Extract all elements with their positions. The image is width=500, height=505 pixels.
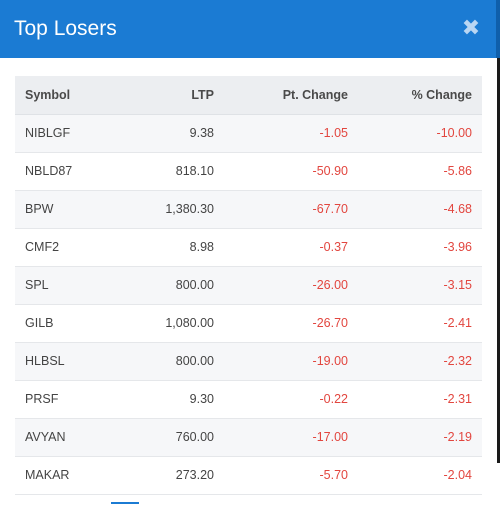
- cell-pct-change: -4.68: [358, 190, 482, 229]
- cell-ltp: 9.30: [119, 380, 224, 419]
- cell-pt-change: -5.70: [224, 456, 358, 495]
- cell-pct-change: -2.41: [358, 304, 482, 343]
- table-header-row: Symbol LTP Pt. Change % Change: [15, 76, 482, 115]
- cell-pt-change: -26.70: [224, 304, 358, 343]
- table-row[interactable]: BPW 1,380.30 -67.70 -4.68: [15, 190, 482, 229]
- column-header-symbol[interactable]: Symbol: [15, 76, 119, 115]
- table-row[interactable]: AVYAN 760.00 -17.00 -2.19: [15, 418, 482, 457]
- cell-symbol: NBLD87: [15, 152, 119, 191]
- cell-ltp: 818.10: [119, 152, 224, 191]
- table-row[interactable]: NIBLGF 9.38 -1.05 -10.00: [15, 114, 482, 153]
- table-row[interactable]: CMF2 8.98 -0.37 -3.96: [15, 228, 482, 267]
- cell-symbol: BPW: [15, 190, 119, 229]
- cell-symbol: HLBSL: [15, 342, 119, 381]
- cell-pct-change: -3.15: [358, 266, 482, 305]
- cell-ltp: 9.38: [119, 114, 224, 153]
- cell-pct-change: -5.86: [358, 152, 482, 191]
- cell-pt-change: -0.37: [224, 228, 358, 267]
- cell-symbol: AVYAN: [15, 418, 119, 457]
- cell-pct-change: -3.96: [358, 228, 482, 267]
- cell-ltp: 1,080.00: [119, 304, 224, 343]
- modal-header: Top Losers ✖: [0, 0, 500, 58]
- cell-pt-change: -17.00: [224, 418, 358, 457]
- table-row[interactable]: MAKAR 273.20 -5.70 -2.04: [15, 456, 482, 495]
- cell-ltp: 800.00: [119, 266, 224, 305]
- column-header-pct-change[interactable]: % Change: [358, 76, 482, 115]
- cell-pt-change: -26.00: [224, 266, 358, 305]
- cell-ltp: 1,380.30: [119, 190, 224, 229]
- column-header-pt-change[interactable]: Pt. Change: [224, 76, 358, 115]
- cell-pct-change: -2.31: [358, 380, 482, 419]
- modal-title: Top Losers: [14, 17, 117, 40]
- cell-symbol: MAKAR: [15, 456, 119, 495]
- cell-pct-change: -2.32: [358, 342, 482, 381]
- cell-ltp: 760.00: [119, 418, 224, 457]
- cell-pct-change: -2.19: [358, 418, 482, 457]
- close-icon[interactable]: ✖: [461, 16, 481, 41]
- cell-pt-change: -67.70: [224, 190, 358, 229]
- cell-symbol: SPL: [15, 266, 119, 305]
- table-row[interactable]: PRSF 9.30 -0.22 -2.31: [15, 380, 482, 419]
- cell-pt-change: -0.22: [224, 380, 358, 419]
- cell-ltp: 273.20: [119, 456, 224, 495]
- cell-symbol: CMF2: [15, 228, 119, 267]
- cell-pt-change: -19.00: [224, 342, 358, 381]
- table-row[interactable]: GILB 1,080.00 -26.70 -2.41: [15, 304, 482, 343]
- cell-ltp: 8.98: [119, 228, 224, 267]
- cell-symbol: GILB: [15, 304, 119, 343]
- losers-table: Symbol LTP Pt. Change % Change NIBLGF 9.…: [15, 76, 482, 495]
- cell-pct-change: -2.04: [358, 456, 482, 495]
- table-row[interactable]: SPL 800.00 -26.00 -3.15: [15, 266, 482, 305]
- cell-pct-change: -10.00: [358, 114, 482, 153]
- cell-symbol: NIBLGF: [15, 114, 119, 153]
- scroll-indicator: [111, 502, 139, 504]
- column-header-ltp[interactable]: LTP: [119, 76, 224, 115]
- losers-table-container[interactable]: Symbol LTP Pt. Change % Change NIBLGF 9.…: [15, 76, 482, 495]
- background-edge: [497, 58, 500, 463]
- cell-ltp: 800.00: [119, 342, 224, 381]
- cell-pt-change: -50.90: [224, 152, 358, 191]
- cell-symbol: PRSF: [15, 380, 119, 419]
- table-row[interactable]: HLBSL 800.00 -19.00 -2.32: [15, 342, 482, 381]
- cell-pt-change: -1.05: [224, 114, 358, 153]
- table-row[interactable]: NBLD87 818.10 -50.90 -5.86: [15, 152, 482, 191]
